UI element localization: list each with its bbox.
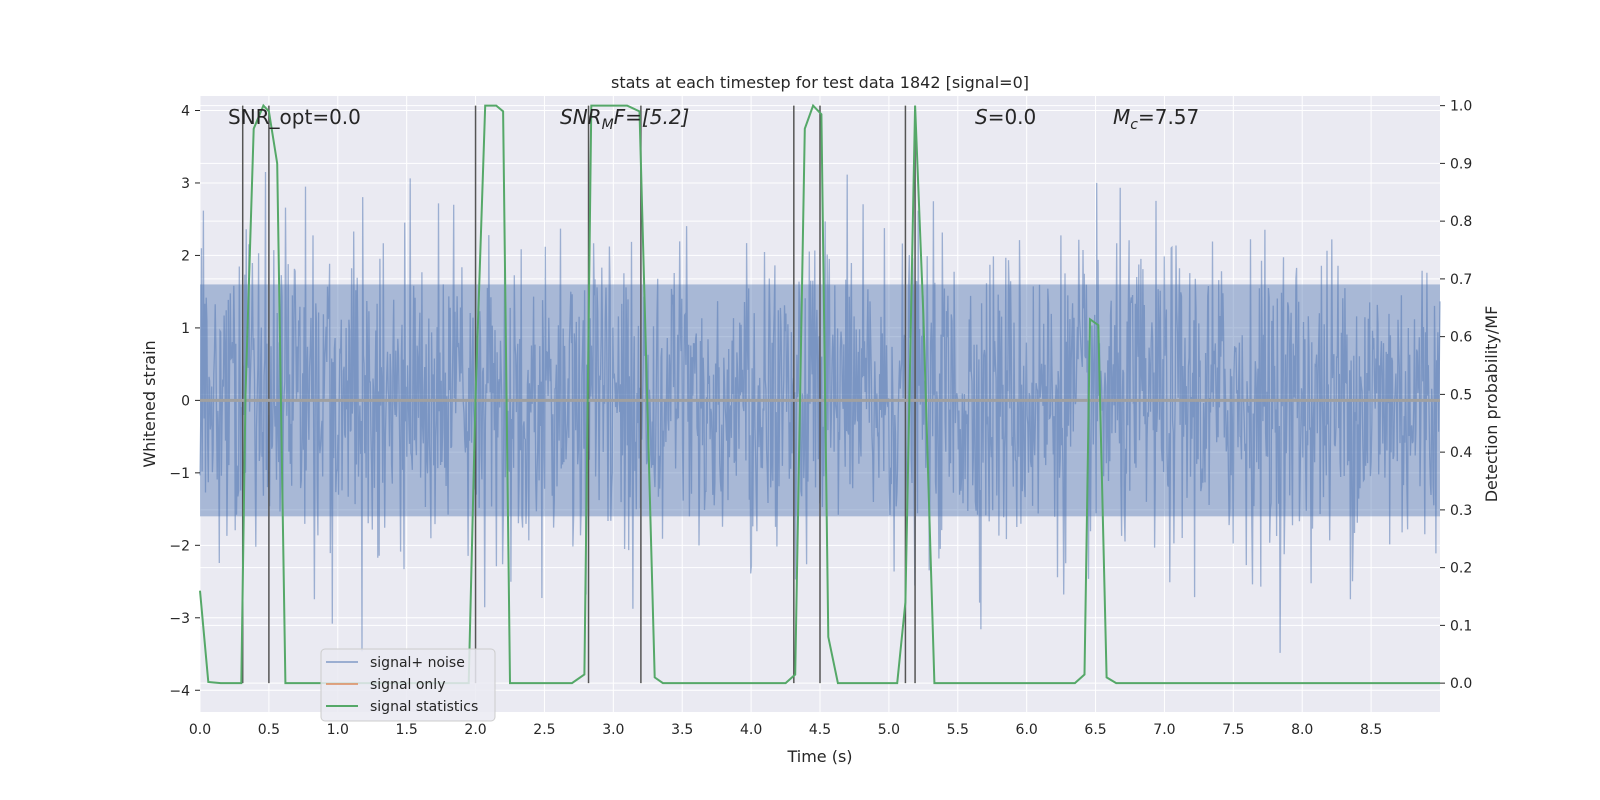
y2-tick-label: 0.0 xyxy=(1450,676,1472,692)
annotation-snr-mf-rest: F=[5.2] xyxy=(614,105,690,129)
y-tick-label: 0 xyxy=(181,393,190,409)
y-axis-ticks: 4 3 2 1 0 −1 −2 −3 −4 xyxy=(169,103,200,699)
y2-tick-label: 0.8 xyxy=(1450,214,1472,230)
x-tick-label: 3.0 xyxy=(602,722,624,738)
signal-statistics-series xyxy=(199,103,1440,685)
y2-tick-label: 1.0 xyxy=(1450,99,1472,115)
x-tick-label: 1.5 xyxy=(396,722,418,738)
y2-tick-label: 0.7 xyxy=(1450,272,1472,288)
y2-tick-label: 0.4 xyxy=(1450,445,1472,461)
legend-box xyxy=(320,648,496,722)
y-tick-label: 2 xyxy=(181,248,190,264)
x-tick-label: 5.0 xyxy=(878,722,900,738)
y-tick-label: −4 xyxy=(169,683,190,699)
chart-title: stats at each timestep for test data 184… xyxy=(611,73,1029,92)
annotation-snr-mf: SNRMF=[5.2] xyxy=(560,105,689,133)
x-tick-label: 8.0 xyxy=(1291,722,1313,738)
annotation-mc-rest: =7.57 xyxy=(1138,105,1199,129)
y-tick-label: 1 xyxy=(181,321,190,337)
y2-tick-label: 0.5 xyxy=(1450,387,1472,403)
x-axis-ticks: 0.0 0.5 1.0 1.5 2.0 2.5 3.0 3.5 4.0 4.5 5.0 5.5 6.0 6… xyxy=(189,722,1382,738)
legend-label-signal-statistics: signal statistics xyxy=(370,699,478,715)
y-tick-label: −2 xyxy=(169,538,190,554)
annotation-s-name: S xyxy=(975,105,988,129)
annotation-s-rest: =0.0 xyxy=(988,105,1037,129)
x-tick-label: 3.5 xyxy=(671,722,693,738)
x-axis-label: Time (s) xyxy=(786,747,852,766)
x-tick-label: 5.5 xyxy=(947,722,969,738)
y-tick-label: 4 xyxy=(181,103,190,119)
y2-tick-label: 0.2 xyxy=(1450,561,1472,577)
y2-tick-label: 0.1 xyxy=(1450,618,1472,634)
x-tick-label: 7.5 xyxy=(1222,722,1244,738)
x-tick-label: 0.5 xyxy=(258,722,280,738)
x-tick-label: 6.5 xyxy=(1084,722,1106,738)
annotation-snr-mf-name: SNR xyxy=(560,105,602,129)
legend: signal+ noise signal only signal statist… xyxy=(320,648,496,722)
y2-tick-label: 0.6 xyxy=(1450,330,1472,346)
y2-axis-label: Detection probability/MF xyxy=(1482,306,1501,503)
annotation-mc: Mc=7.57 xyxy=(1113,105,1199,133)
x-tick-label: 7.0 xyxy=(1153,722,1175,738)
x-tick-label: 2.0 xyxy=(464,722,486,738)
y-tick-label: −3 xyxy=(169,611,190,627)
signal-statistics-line xyxy=(199,103,1440,685)
x-tick-label: 0.0 xyxy=(189,722,211,738)
x-tick-label: 1.0 xyxy=(327,722,349,738)
annotation-mc-sub: c xyxy=(1130,117,1138,133)
legend-label-signal-only: signal only xyxy=(370,677,445,693)
x-tick-label: 4.0 xyxy=(740,722,762,738)
x-tick-label: 4.5 xyxy=(809,722,831,738)
annotation-snr-opt: SNR_opt=0.0 xyxy=(228,105,361,129)
annotation-s: S=0.0 xyxy=(975,105,1036,129)
y2-axis-ticks: 1.0 0.9 0.8 0.7 0.6 0.5 0.4 0.3 0.2 0.1 0.0 xyxy=(1440,99,1472,692)
x-tick-label: 6.0 xyxy=(1016,722,1038,738)
annotation-snr-mf-sub: M xyxy=(602,117,614,133)
x-tick-label: 2.5 xyxy=(533,722,555,738)
y2-tick-label: 0.9 xyxy=(1450,156,1472,172)
y-axis-label: Whitened strain xyxy=(140,340,159,467)
legend-label-signal-noise: signal+ noise xyxy=(370,655,465,671)
x-tick-label: 8.5 xyxy=(1360,722,1382,738)
y2-tick-label: 0.3 xyxy=(1450,503,1472,519)
y-tick-label: −1 xyxy=(169,466,190,482)
y-tick-label: 3 xyxy=(181,176,190,192)
annotation-mc-name: M xyxy=(1113,105,1130,129)
